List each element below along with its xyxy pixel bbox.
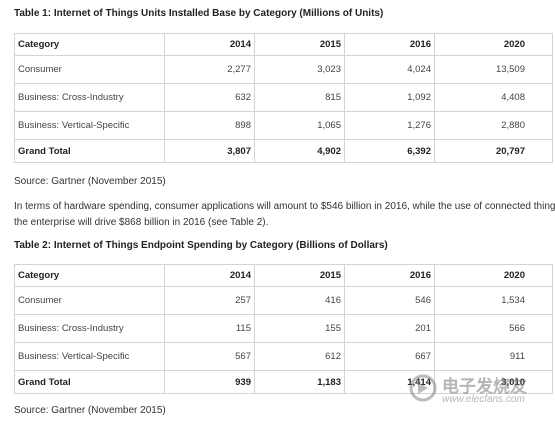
cell: 2016 xyxy=(344,264,435,287)
paragraph-line: the enterprise will drive $868 billion i… xyxy=(14,217,269,228)
cell: 815 xyxy=(254,83,345,112)
cell: 2020 xyxy=(434,33,553,56)
table-title: Table 1: Internet of Things Units Instal… xyxy=(14,8,384,19)
cell: 1,183 xyxy=(254,370,345,394)
cell: 20,797 xyxy=(434,139,553,163)
table-row: Business: Vertical-Specific 898 1,065 1,276… xyxy=(14,111,553,140)
row-label: Category xyxy=(14,264,165,287)
cell: 1,534 xyxy=(434,286,553,315)
cell: 2,277 xyxy=(164,55,255,84)
cell: 546 xyxy=(344,286,435,315)
table-row: Business: Cross-Industry 115 155 201 566 xyxy=(14,314,553,343)
row-label: Consumer xyxy=(14,55,165,84)
cell: 612 xyxy=(254,342,345,371)
row-label: Business: Vertical-Specific xyxy=(14,111,165,140)
cell: 667 xyxy=(344,342,435,371)
source: Source: Gartner (November 2015) xyxy=(14,405,166,416)
watermark-brand: 电子发烧友 xyxy=(442,377,527,396)
row-label: Business: Cross-Industry xyxy=(14,83,165,112)
row-label: Consumer xyxy=(14,286,165,315)
table-row: Category 2014 2015 2016 2020 xyxy=(14,33,553,56)
cell: 2016 xyxy=(344,33,435,56)
cell: 2015 xyxy=(254,264,345,287)
paragraph-line: In terms of hardware spending, consumer … xyxy=(14,201,555,212)
table-row: Consumer 257 416 546 1,534 xyxy=(14,286,553,315)
cell: 632 xyxy=(164,83,255,112)
source: Source: Gartner (November 2015) xyxy=(14,176,166,187)
cell: 1,276 xyxy=(344,111,435,140)
cell: 911 xyxy=(434,342,553,371)
row-label: Category xyxy=(14,33,165,56)
cell: 2,880 xyxy=(434,111,553,140)
table-title: Table 2: Internet of Things Endpoint Spe… xyxy=(14,240,388,251)
cell: 566 xyxy=(434,314,553,343)
row-label: Business: Cross-Industry xyxy=(14,314,165,343)
cell: 1,092 xyxy=(344,83,435,112)
cell: 898 xyxy=(164,111,255,140)
logo-mark xyxy=(418,382,428,394)
cell: 3,023 xyxy=(254,55,345,84)
table-row: Grand Total 3,807 4,902 6,392 20,797 xyxy=(14,139,553,163)
cell: 2020 xyxy=(434,264,553,287)
table-row: Category 2014 2015 2016 2020 xyxy=(14,264,553,287)
cell: 939 xyxy=(164,370,255,394)
table: Category 2014 2015 2016 2020 Consumer 257 416 54… xyxy=(14,264,553,394)
cell: 416 xyxy=(254,286,345,315)
cell: 13,509 xyxy=(434,55,553,84)
table: Category 2014 2015 2016 2020 Consumer 2,277 3,0… xyxy=(14,33,553,163)
table-row: Consumer 2,277 3,023 4,024 13,509 xyxy=(14,55,553,84)
cell: 257 xyxy=(164,286,255,315)
cell: 2015 xyxy=(254,33,345,56)
cell: 6,392 xyxy=(344,139,435,163)
table-row: Business: Vertical-Specific 567 612 667 911 xyxy=(14,342,553,371)
cell: 1,065 xyxy=(254,111,345,140)
cell: 2014 xyxy=(164,264,255,287)
cell: 4,408 xyxy=(434,83,553,112)
row-label: Business: Vertical-Specific xyxy=(14,342,165,371)
cell: 201 xyxy=(344,314,435,343)
cell: 2014 xyxy=(164,33,255,56)
cell: 155 xyxy=(254,314,345,343)
watermark-url: www.elecfans.com xyxy=(442,394,525,405)
logo-ring xyxy=(409,374,437,402)
table-row: Grand Total 939 1,183 1,414 3,010 xyxy=(14,370,553,394)
cell: 115 xyxy=(164,314,255,343)
table-row: Business: Cross-Industry 632 815 1,092 4,408 xyxy=(14,83,553,112)
cell: 4,024 xyxy=(344,55,435,84)
row-label: Grand Total xyxy=(14,370,165,394)
cell: 567 xyxy=(164,342,255,371)
row-label: Grand Total xyxy=(14,139,165,163)
watermark-logo xyxy=(409,374,437,402)
cell: 3,807 xyxy=(164,139,255,163)
cell: 4,902 xyxy=(254,139,345,163)
cell: 3,010 xyxy=(434,370,553,394)
